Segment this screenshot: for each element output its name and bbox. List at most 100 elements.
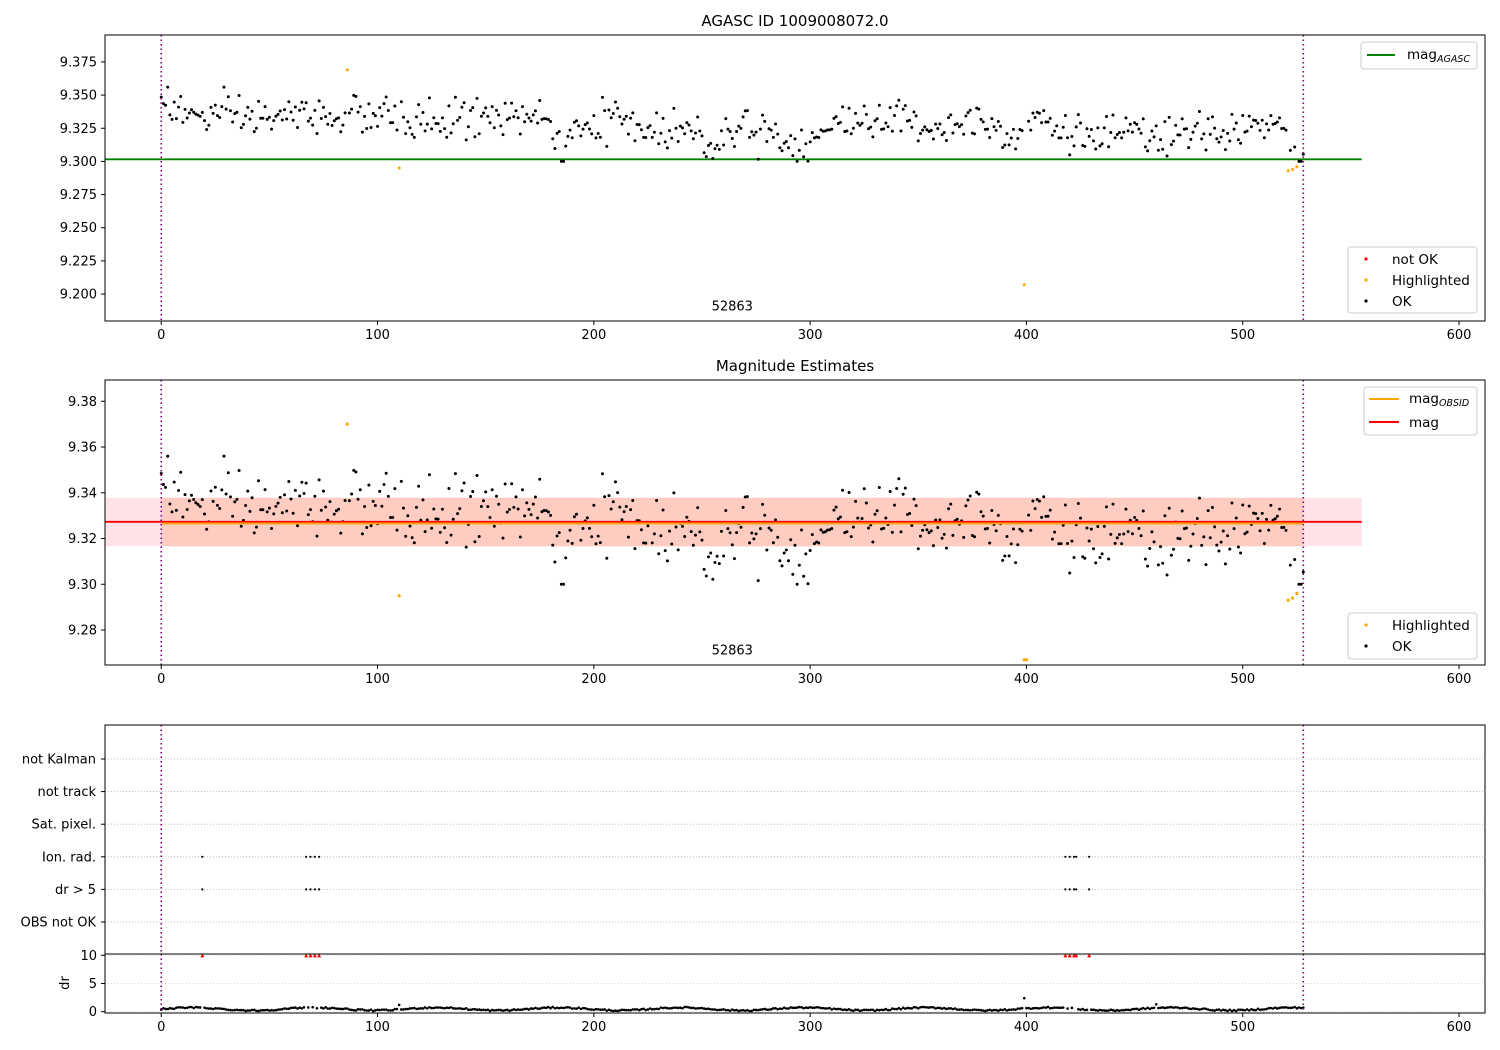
ok-point xyxy=(417,484,421,488)
dr-point xyxy=(378,1008,382,1012)
ok-point xyxy=(592,114,596,118)
ok-point xyxy=(1146,564,1150,568)
flag-point xyxy=(201,888,204,891)
ok-point xyxy=(250,496,254,500)
ok-point xyxy=(412,135,416,139)
dr-point xyxy=(222,1007,226,1011)
ok-point xyxy=(289,110,293,114)
ok-point xyxy=(700,134,704,138)
ok-point xyxy=(360,130,364,134)
dr-point xyxy=(1185,1006,1188,1009)
ok-point xyxy=(1107,145,1111,149)
ok-point xyxy=(488,516,492,520)
dr-point xyxy=(209,1007,213,1010)
dr-point xyxy=(521,1008,524,1011)
ok-point xyxy=(1278,116,1282,120)
flag-point xyxy=(1068,855,1071,858)
ok-point xyxy=(278,495,282,499)
dr-point xyxy=(1107,1009,1110,1012)
dr-point xyxy=(1247,1009,1251,1012)
ok-point xyxy=(252,531,256,535)
dr-point xyxy=(322,1007,325,1010)
ok-point xyxy=(600,472,604,476)
ok-point xyxy=(177,105,181,109)
ok-point xyxy=(551,543,555,547)
ok-point xyxy=(1299,582,1303,586)
ok-point xyxy=(462,481,466,485)
ok-point xyxy=(1236,138,1240,142)
ok-point xyxy=(572,120,576,124)
ok-point xyxy=(427,96,431,100)
dr-point xyxy=(1260,1008,1264,1011)
ok-point xyxy=(633,139,637,143)
ok-point xyxy=(1104,505,1108,509)
ok-point xyxy=(1029,128,1033,132)
ok-point xyxy=(270,527,274,531)
dr-point xyxy=(1167,1006,1171,1009)
ok-point xyxy=(401,506,405,510)
ok-point xyxy=(743,109,747,113)
ok-point xyxy=(1165,573,1169,577)
dr-point xyxy=(919,1005,922,1009)
dr-point xyxy=(934,1007,937,1010)
ok-point xyxy=(1210,115,1214,119)
ok-point xyxy=(1076,113,1080,117)
dr-point xyxy=(750,1009,754,1013)
ok-point xyxy=(1234,516,1238,520)
ok-point xyxy=(1282,126,1286,130)
ok-point xyxy=(834,505,838,509)
ok-point xyxy=(644,136,648,140)
ok-point xyxy=(546,118,550,122)
ok-point xyxy=(280,118,284,122)
ok-point xyxy=(1254,118,1258,122)
ok-point xyxy=(1100,142,1104,146)
dr-point xyxy=(460,1007,464,1011)
dr-point xyxy=(1291,1006,1294,1009)
dr-point xyxy=(289,1006,293,1010)
ok-point xyxy=(358,105,362,109)
legend-swatch-ok xyxy=(1364,299,1368,303)
dr-point xyxy=(503,1008,507,1012)
ok-point xyxy=(174,117,178,121)
legend-label-highlighted: Highlighted xyxy=(1392,618,1470,634)
dr-point xyxy=(865,1008,868,1012)
ok-point xyxy=(391,515,395,519)
ok-point xyxy=(951,533,955,537)
ok-point xyxy=(875,509,879,513)
ok-point xyxy=(501,133,505,137)
ok-point xyxy=(1083,144,1087,148)
dr-point xyxy=(694,1007,697,1010)
dr-point xyxy=(997,1009,1000,1013)
ok-point xyxy=(797,563,801,567)
dr-point xyxy=(1118,1009,1121,1013)
dr-point xyxy=(1200,1007,1203,1011)
dr-point xyxy=(1046,1005,1050,1009)
dr-point xyxy=(683,1005,686,1009)
dr-point xyxy=(938,1006,942,1010)
dr-point xyxy=(1198,1008,1201,1011)
dr-point xyxy=(1176,1006,1180,1009)
dr-point xyxy=(722,1007,725,1011)
dr-point xyxy=(382,1008,386,1011)
ok-point xyxy=(518,535,522,539)
dr-point xyxy=(1057,1006,1061,1010)
dr-point xyxy=(798,1005,801,1009)
ok-point xyxy=(300,100,304,104)
ok-point xyxy=(949,502,953,506)
y-tick-label: 10 xyxy=(80,949,97,964)
ok-point xyxy=(570,541,574,545)
dr-point xyxy=(328,1007,332,1010)
dr-point xyxy=(302,1006,306,1009)
ok-point xyxy=(886,125,890,129)
dr-point xyxy=(586,1007,589,1011)
ok-point xyxy=(293,105,297,109)
ok-point xyxy=(380,504,384,508)
ok-point xyxy=(194,501,198,505)
ok-point xyxy=(925,128,929,132)
ok-point xyxy=(1109,130,1113,134)
dr-point xyxy=(992,1008,996,1012)
dr-point xyxy=(458,1006,462,1010)
ok-point xyxy=(1204,563,1208,567)
ok-point xyxy=(514,109,518,113)
dr-point xyxy=(320,1006,323,1009)
